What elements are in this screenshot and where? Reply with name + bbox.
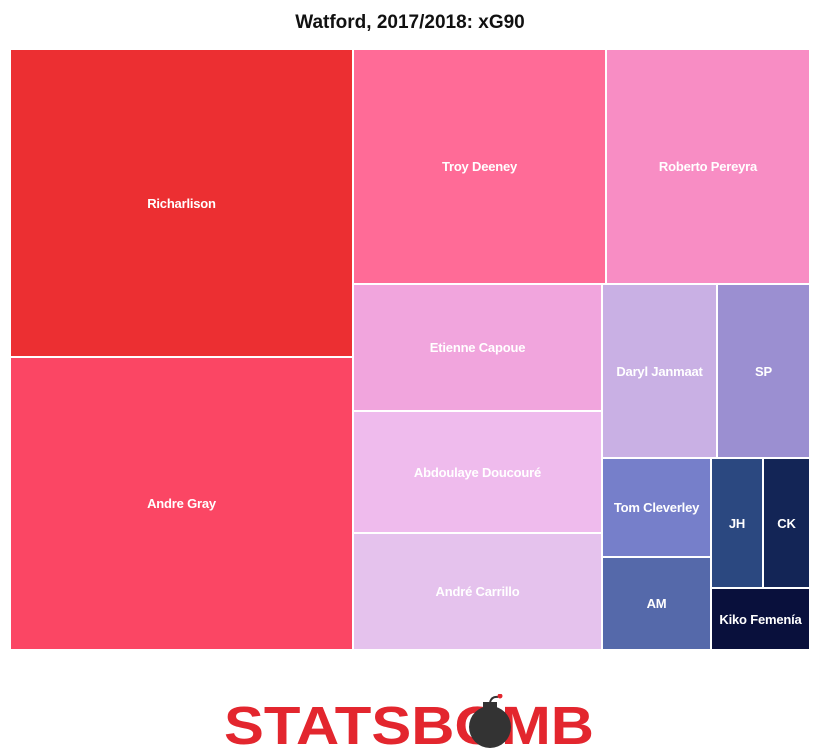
treemap-cell-tom-cleverley: Tom Cleverley: [602, 458, 711, 557]
treemap-cell-label: Daryl Janmaat: [616, 363, 703, 379]
treemap-cell-am: AM: [602, 557, 711, 650]
treemap-cell-daryl-janmaat: Daryl Janmaat: [602, 284, 717, 458]
treemap-cell-label: Troy Deeney: [441, 159, 518, 174]
treemap-cell-roberto-pereyra: Roberto Pereyra: [606, 49, 810, 284]
treemap-cell-sp: SP: [717, 284, 810, 458]
treemap: Richarlison Andre Gray Troy Deeney Roberto …: [10, 49, 810, 650]
treemap-cell-label: CK: [777, 515, 796, 531]
treemap-cell-label: Kiko Femenía: [719, 611, 802, 627]
treemap-cell-label: Etienne Capoue: [429, 340, 526, 355]
treemap-cell-label: AM: [646, 596, 667, 611]
treemap-cell-kiko-femenia: Kiko Femenía: [711, 588, 810, 650]
bomb-icon: [469, 694, 511, 748]
treemap-cell-label: JH: [728, 515, 746, 531]
treemap-cell-jh: JH: [711, 458, 763, 588]
treemap-cell-label: Andre Gray: [147, 496, 216, 511]
treemap-cell-andre-gray: Andre Gray: [10, 357, 353, 650]
treemap-cell-label: André Carrillo: [435, 584, 520, 599]
treemap-cell-richarlison: Richarlison: [10, 49, 353, 357]
treemap-cell-troy-deeney: Troy Deeney: [353, 49, 606, 284]
treemap-cell-abdoulaye-doucoure: Abdoulaye Doucouré: [353, 411, 602, 533]
treemap-cell-ck: CK: [763, 458, 810, 588]
svg-text:STATSBOMB: STATSBOMB: [224, 696, 594, 750]
treemap-cell-andre-carrillo: André Carrillo: [353, 533, 602, 650]
treemap-cell-label: SP: [755, 363, 772, 379]
treemap-cell-label: Abdoulaye Doucouré: [413, 464, 542, 480]
treemap-cell-etienne-capoue: Etienne Capoue: [353, 284, 602, 411]
treemap-cell-label: Tom Cleverley: [613, 500, 700, 515]
chart-title: Watford, 2017/2018: xG90: [295, 12, 525, 33]
treemap-cell-label: Roberto Pereyra: [658, 159, 758, 174]
treemap-cell-label: Richarlison: [147, 195, 216, 211]
statsbomb-logo: STATSBOMB: [224, 694, 594, 750]
